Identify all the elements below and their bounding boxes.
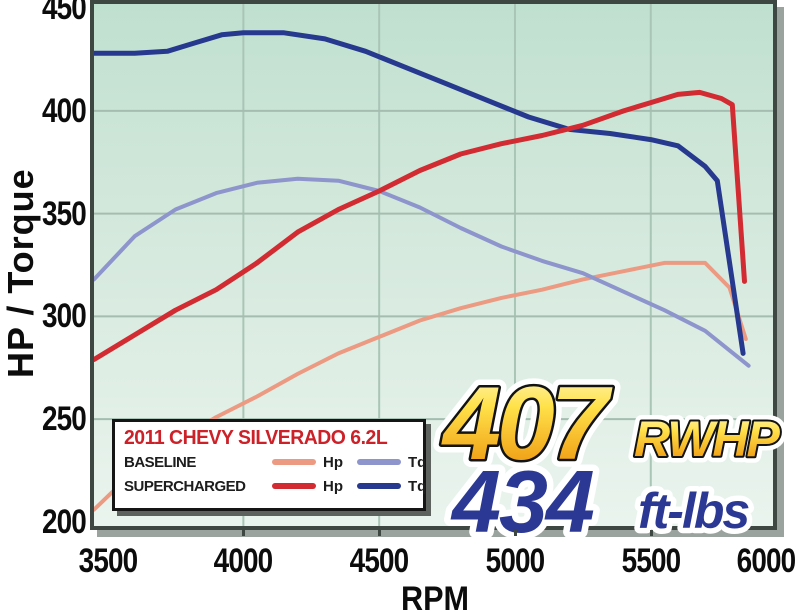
x-axis-title: RPM	[400, 580, 470, 614]
x-tick-label: 5000	[485, 542, 546, 580]
x-tick-mark	[513, 530, 517, 536]
y-tick-label: 350	[41, 194, 87, 233]
legend-swatch	[357, 459, 401, 465]
series-line-supercharged-tq	[94, 30, 746, 356]
series-line-baseline-tq	[94, 176, 751, 368]
y-axis-tick-labels: 200 250 300 350 400 450	[0, 0, 87, 541]
legend-item-label: Hp	[323, 453, 343, 471]
y-tick-label: 200	[41, 502, 87, 541]
x-tick-label: 3500	[78, 542, 138, 580]
legend-item-label: Tq	[408, 477, 427, 495]
legend-box: 2011 CHEVY SILVERADO 6.2L BASELINE Hp Tq SU…	[112, 419, 426, 511]
legend-series-label: SUPERCHARGED	[124, 477, 246, 495]
y-tick-label: 300	[41, 297, 87, 336]
x-tick-label: 4000	[214, 542, 274, 580]
x-tick-mark	[242, 530, 246, 536]
x-tick-label: 6000	[736, 542, 797, 580]
x-tick-mark	[649, 530, 653, 536]
legend-row: SUPERCHARGED Hp Tq	[124, 474, 426, 498]
x-tick-mark	[378, 530, 382, 536]
legend-title: 2011 CHEVY SILVERADO 6.2L	[124, 427, 388, 449]
legend-item-label: Hp	[323, 477, 343, 495]
legend-swatch	[272, 459, 316, 465]
y-tick-label: 250	[41, 400, 87, 439]
y-tick-label: 400	[41, 91, 87, 130]
legend-series-label: BASELINE	[124, 453, 196, 471]
legend-swatch	[272, 483, 316, 489]
x-tick-label: 4500	[349, 542, 410, 580]
legend-rows: BASELINE Hp Tq SUPERCHARGED Hp Tq	[124, 450, 426, 498]
legend-row: BASELINE Hp Tq	[124, 450, 426, 474]
series-line-supercharged-hp	[94, 89, 747, 362]
x-tick-label: 5500	[621, 542, 681, 580]
y-tick-label: 450	[41, 0, 87, 28]
legend-item-label: Tq	[408, 453, 427, 471]
legend-swatch	[357, 483, 401, 489]
x-axis-tick-labels: 3500 4000 4500 5000 5500 6000	[0, 542, 800, 580]
